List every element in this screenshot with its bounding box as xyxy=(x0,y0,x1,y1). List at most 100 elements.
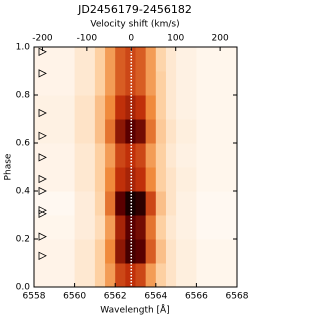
heatmap-cell xyxy=(105,191,116,216)
heatmap-cell xyxy=(165,215,177,240)
heatmap-cell xyxy=(115,71,126,96)
heatmap-cell xyxy=(145,191,157,216)
heatmap-cell xyxy=(176,119,197,144)
heatmap-cell xyxy=(135,215,147,240)
heatmap-cell xyxy=(155,167,167,192)
phase-marker xyxy=(38,209,47,218)
heatmap-cell xyxy=(74,263,96,288)
heatmap-cell xyxy=(135,143,147,168)
heatmap-cell xyxy=(94,191,106,216)
heatmap-cell xyxy=(74,239,96,264)
heatmap-cell xyxy=(34,47,76,72)
heatmap-cell xyxy=(135,191,147,216)
heatmap-cell xyxy=(196,143,238,168)
x2-tick-label: 100 xyxy=(167,34,184,44)
heatmap-cell xyxy=(165,47,177,72)
phase-marker xyxy=(38,174,47,184)
heatmap-cell xyxy=(74,47,96,72)
heatmap-cell xyxy=(155,263,167,288)
heatmap-cell xyxy=(105,263,116,288)
heatmap-cell xyxy=(115,119,126,144)
heatmap-cell xyxy=(115,47,126,72)
heatmap-cell xyxy=(74,215,96,240)
chart: JD2456179-2456182 Velocity shift (km/s) … xyxy=(4,3,249,316)
y-tick-label: 0.8 xyxy=(16,91,31,101)
heatmap-cell xyxy=(34,215,76,240)
heatmap-cell xyxy=(155,71,167,96)
heatmap-cell xyxy=(94,167,106,192)
heatmap-cell xyxy=(94,215,106,240)
heatmap-cell xyxy=(176,191,197,216)
phase-marker xyxy=(38,251,47,260)
heatmap-cell xyxy=(176,215,197,240)
heatmap-cell xyxy=(165,167,177,192)
heatmap-cell xyxy=(196,47,238,72)
heatmap-cell xyxy=(145,47,157,72)
x-tick-label: 6568 xyxy=(226,292,249,302)
heatmap-cell xyxy=(165,263,177,288)
heatmap-cell xyxy=(145,71,157,96)
heatmap-cell xyxy=(105,215,116,240)
heatmap-cell xyxy=(105,71,116,96)
y-axis-label: Phase xyxy=(4,153,14,180)
heatmap-cell xyxy=(135,263,147,288)
heatmap-cell xyxy=(115,167,126,192)
heatmap-cell xyxy=(155,143,167,168)
heatmap-cell xyxy=(34,239,76,264)
heatmap-cell xyxy=(34,263,76,288)
x-tick-label: 6558 xyxy=(23,292,46,302)
heatmap-cell xyxy=(94,239,106,264)
heatmap-cell xyxy=(145,263,157,288)
phase-marker xyxy=(38,131,47,140)
heatmap-cell xyxy=(176,47,197,72)
heatmap-cell xyxy=(34,71,76,96)
heatmap-cell xyxy=(74,191,96,216)
x2-tick-label: 0 xyxy=(128,34,134,44)
x2-tick-label: 200 xyxy=(212,34,229,44)
heatmap-cell xyxy=(135,119,147,144)
heatmap-cell xyxy=(34,167,76,192)
heatmap-cell xyxy=(94,95,106,120)
heatmap-cell xyxy=(165,71,177,96)
x2-tick-label: -200 xyxy=(32,34,53,44)
heatmap-cell xyxy=(115,263,126,288)
heatmap-cell xyxy=(74,167,96,192)
x-tick-label: 6562 xyxy=(104,292,127,302)
heatmap-cell xyxy=(115,215,126,240)
heatmap-cell xyxy=(135,47,147,72)
heatmap-cell xyxy=(165,143,177,168)
heatmap-cell xyxy=(176,263,197,288)
heatmap-cell xyxy=(135,167,147,192)
heatmap-cell xyxy=(165,119,177,144)
heatmap-cell xyxy=(155,239,167,264)
heatmap-cell xyxy=(34,143,76,168)
heatmap-cell xyxy=(34,191,76,216)
heatmap-cell xyxy=(176,167,197,192)
heatmap-cell xyxy=(74,71,96,96)
heatmap-cell xyxy=(94,263,106,288)
heatmap-cell xyxy=(165,239,177,264)
heatmap-cell xyxy=(135,239,147,264)
y-tick-label: 0.2 xyxy=(16,235,30,245)
heatmap-cell xyxy=(196,239,238,264)
heatmap-cell xyxy=(145,167,157,192)
heatmap-cell xyxy=(115,239,126,264)
heatmap-cell xyxy=(155,95,167,120)
x2-tick-label: -100 xyxy=(77,34,98,44)
heatmap-cell xyxy=(105,167,116,192)
heatmap-cell xyxy=(94,143,106,168)
y-tick-label: 0.6 xyxy=(16,139,31,149)
y-tick-label: 1.0 xyxy=(16,43,31,53)
heatmap-cell xyxy=(34,119,76,144)
heatmap-cell xyxy=(94,47,106,72)
heatmap-cell xyxy=(196,167,238,192)
phase-marker xyxy=(38,69,47,78)
heatmap-cell xyxy=(115,143,126,168)
heatmap-cell xyxy=(74,95,96,120)
heatmap-cell xyxy=(196,119,238,144)
heatmap-cell xyxy=(196,215,238,240)
heatmap-cell xyxy=(135,71,147,96)
heatmap-cell xyxy=(155,119,167,144)
heatmap-cell xyxy=(105,143,116,168)
heatmap-cell xyxy=(155,47,167,72)
